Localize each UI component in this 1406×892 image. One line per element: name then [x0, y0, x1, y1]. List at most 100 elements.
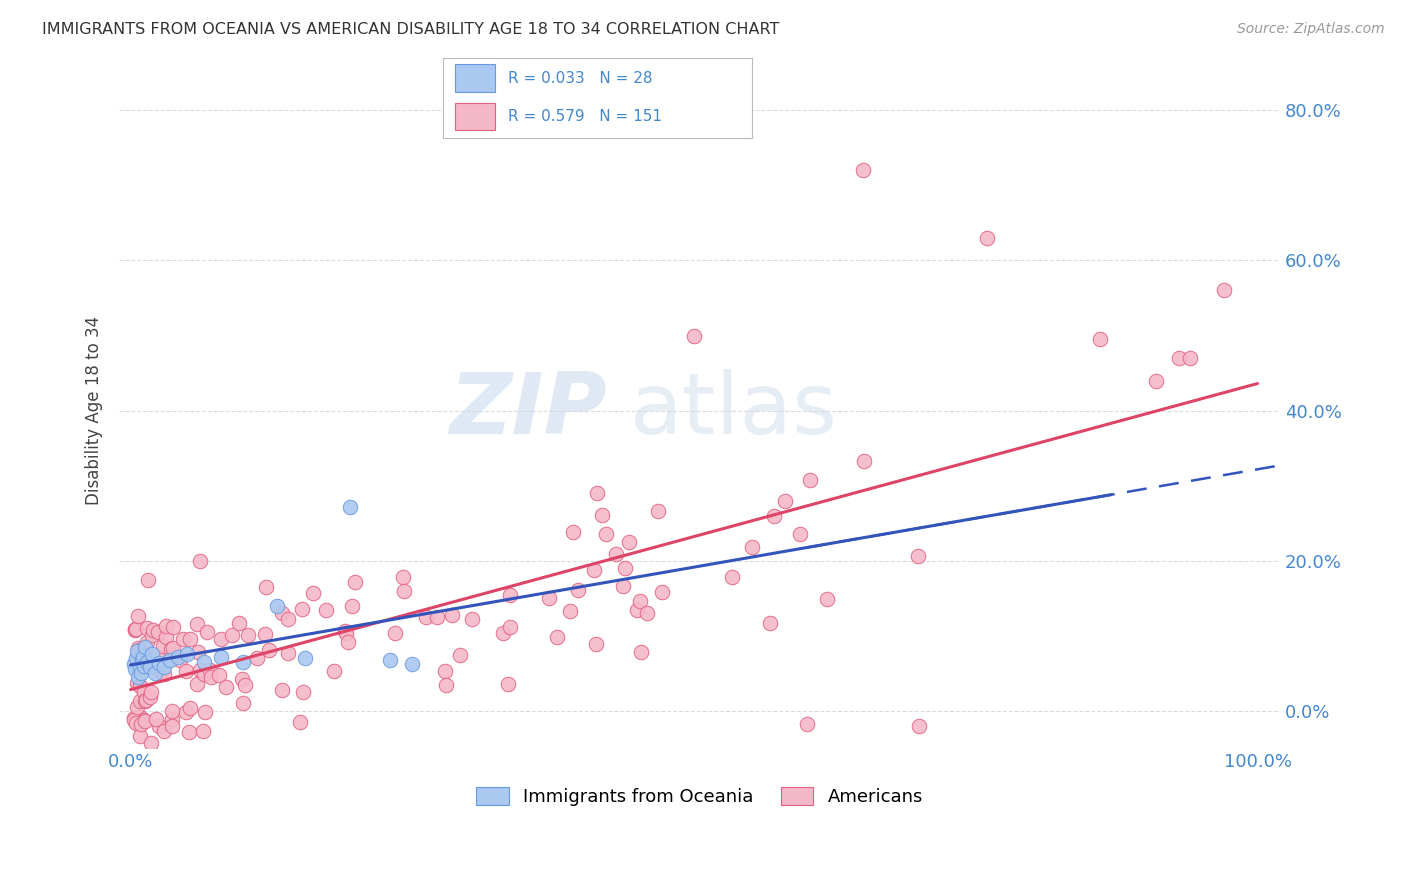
Point: [125, 714, 148, 729]
Point: [124, 622, 146, 636]
Point: [277, 612, 299, 626]
Point: [155, 631, 177, 645]
Point: [139, 736, 162, 750]
Point: [266, 599, 288, 613]
Point: [134, 640, 156, 654]
Point: [415, 610, 437, 624]
Point: [129, 666, 152, 681]
Point: [221, 628, 243, 642]
Point: [595, 526, 617, 541]
Point: [257, 643, 280, 657]
Point: [152, 667, 174, 681]
Point: [291, 601, 314, 615]
Point: [128, 643, 150, 657]
Point: [651, 585, 673, 599]
Point: [294, 651, 316, 665]
Point: [139, 690, 162, 705]
Point: [236, 627, 259, 641]
Point: [976, 231, 998, 245]
Point: [122, 714, 145, 728]
Point: [198, 663, 221, 677]
Point: [135, 656, 157, 670]
Point: [146, 625, 169, 640]
Point: [343, 575, 366, 590]
Point: [335, 626, 357, 640]
Point: [135, 655, 157, 669]
Point: [159, 652, 181, 666]
Point: [145, 650, 167, 665]
Point: [378, 652, 401, 666]
Point: [628, 594, 651, 608]
Point: [160, 704, 183, 718]
Point: [1167, 351, 1189, 365]
Point: [605, 547, 627, 561]
Point: [132, 685, 155, 699]
Point: [148, 657, 170, 671]
Point: [162, 640, 184, 655]
Point: [585, 486, 607, 500]
Point: [612, 579, 634, 593]
Point: [433, 664, 456, 678]
Point: [174, 664, 197, 678]
Point: [209, 632, 232, 646]
Point: [153, 660, 176, 674]
Point: [546, 630, 568, 644]
Point: [232, 696, 254, 710]
Point: [384, 626, 406, 640]
Point: [1088, 332, 1111, 346]
Point: [132, 658, 155, 673]
Point: [186, 677, 208, 691]
Point: [392, 570, 415, 584]
Point: [129, 730, 152, 744]
Legend: Immigrants from Oceania, Americans: Immigrants from Oceania, Americans: [470, 780, 931, 814]
Point: [141, 627, 163, 641]
Point: [270, 683, 292, 698]
Point: [315, 603, 337, 617]
Point: [128, 679, 150, 693]
Point: [630, 644, 652, 658]
Point: [254, 580, 277, 594]
Point: [188, 663, 211, 677]
Point: [426, 610, 449, 624]
Point: [322, 664, 344, 678]
Point: [1178, 351, 1201, 365]
Text: atlas: atlas: [630, 369, 838, 452]
Point: [125, 651, 148, 665]
Point: [162, 620, 184, 634]
Point: [127, 676, 149, 690]
Point: [741, 540, 763, 554]
Point: [789, 527, 811, 541]
Point: [172, 632, 194, 646]
Point: [135, 634, 157, 648]
Point: [129, 657, 152, 671]
Point: [492, 626, 515, 640]
Point: [496, 677, 519, 691]
Point: [179, 700, 201, 714]
Point: [122, 657, 145, 671]
Point: [193, 667, 215, 681]
Point: [141, 647, 163, 661]
Point: [392, 583, 415, 598]
Point: [647, 503, 669, 517]
Point: [186, 617, 208, 632]
Point: [852, 163, 875, 178]
Point: [209, 649, 232, 664]
Point: [558, 604, 581, 618]
Point: [852, 454, 875, 468]
Point: [179, 725, 201, 739]
Text: Source: ZipAtlas.com: Source: ZipAtlas.com: [1237, 22, 1385, 37]
Point: [583, 563, 606, 577]
Point: [127, 670, 149, 684]
Point: [617, 535, 640, 549]
Point: [799, 473, 821, 487]
Point: [246, 651, 269, 665]
Point: [125, 716, 148, 731]
Point: [683, 328, 706, 343]
Point: [340, 599, 363, 614]
Point: [440, 607, 463, 622]
Point: [128, 694, 150, 708]
Point: [153, 724, 176, 739]
Point: [142, 623, 165, 637]
Point: [499, 620, 522, 634]
Point: [124, 662, 146, 676]
